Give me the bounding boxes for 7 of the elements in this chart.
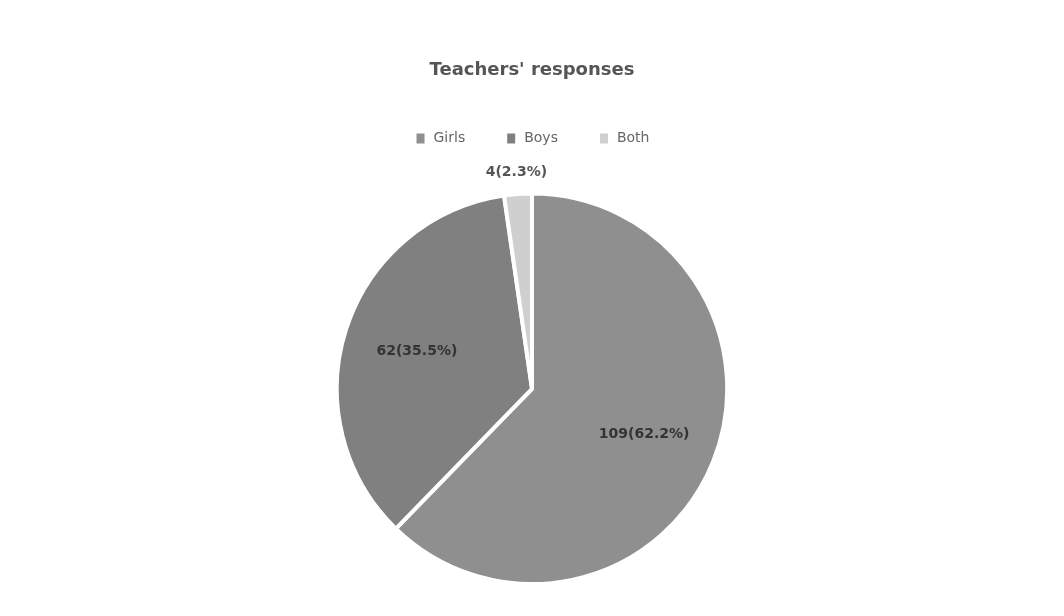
legend-label: Girls: [433, 129, 466, 146]
data-label: 62(35.5%): [376, 342, 458, 359]
chart-title: Teachers' responses: [429, 58, 635, 80]
legend-label: Both: [616, 129, 650, 146]
legend-label: Boys: [524, 129, 558, 146]
data-label: 109(62.2%): [598, 425, 690, 441]
data-label: 4(2.3%): [485, 162, 548, 179]
